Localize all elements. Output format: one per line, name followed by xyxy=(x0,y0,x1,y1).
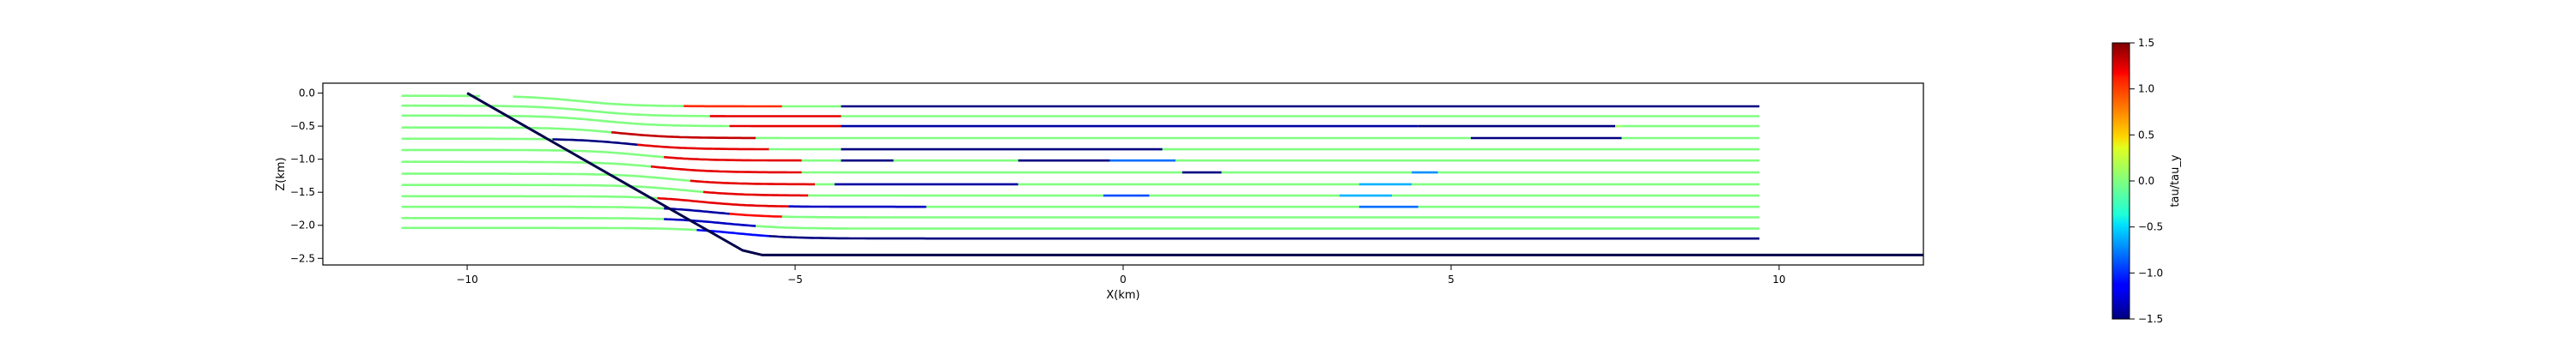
colorbar-tick-label: 1.0 xyxy=(2138,83,2154,95)
x-tick-label: 0 xyxy=(1120,274,1127,286)
streamline-3-segment-2 xyxy=(611,131,756,140)
streamline-9-segment-2 xyxy=(788,205,927,208)
streamline-8-segment-1 xyxy=(644,185,704,194)
y-tick-label: −0.5 xyxy=(290,120,315,132)
fault-boundary-line xyxy=(466,92,1923,256)
streamline-0-segment-1 xyxy=(513,95,684,107)
y-tick-label: −1.5 xyxy=(290,186,315,198)
x-axis-label: X(km) xyxy=(1106,289,1139,302)
streamline-6-segment-2 xyxy=(650,165,802,174)
colorbar-tick-label: 0.5 xyxy=(2138,129,2154,141)
y-axis-label: Z(km) xyxy=(275,157,288,190)
streamline-5-segment-1 xyxy=(578,149,665,159)
streamline-9-segment-0 xyxy=(401,195,658,200)
colorbar-tick-label: 1.5 xyxy=(2138,37,2154,49)
streamline-10-segment-0 xyxy=(401,205,665,210)
streamline-7-segment-1 xyxy=(617,173,690,183)
streamline-2-segment-1 xyxy=(513,115,730,128)
streamline-8-segment-2 xyxy=(702,190,809,197)
streamline-9-segment-1 xyxy=(657,196,789,208)
x-axis: −10 −5 0 5 10 xyxy=(456,265,1786,286)
streamline-10-segment-3 xyxy=(781,215,1759,219)
colorbar-tick-label: 0.0 xyxy=(2138,175,2154,187)
x-tick-label: 10 xyxy=(1772,274,1785,286)
colorbar-tick-label: −1.0 xyxy=(2138,267,2163,279)
streamline-5-segment-0 xyxy=(401,148,579,153)
streamline-7-segment-2 xyxy=(690,179,815,186)
colorbar-gradient xyxy=(2111,42,2130,320)
plot-area xyxy=(322,82,1924,266)
y-tick-label: −2.0 xyxy=(290,220,315,232)
streamline-4-segment-0 xyxy=(401,137,553,141)
streamline-3-segment-1 xyxy=(532,126,612,134)
streamline-group xyxy=(401,94,1759,240)
y-tick-label: 0.0 xyxy=(299,87,315,99)
x-tick-label: 5 xyxy=(1448,274,1455,286)
y-tick-label: −1.0 xyxy=(290,153,315,165)
streamline-11-segment-0 xyxy=(401,217,665,220)
streamline-3-segment-0 xyxy=(401,126,533,129)
streamline-10-segment-2 xyxy=(729,213,782,218)
streamline-12-segment-0 xyxy=(401,226,697,232)
colorbar-tick-label: −0.5 xyxy=(2138,221,2163,233)
colorbar: 1.5 1.0 0.5 0.0 −0.5 −1.0 −1.5 tau/tau_y xyxy=(2111,37,2182,325)
streamline-7-segment-0 xyxy=(401,172,618,177)
streamline-6-segment-0 xyxy=(401,160,598,165)
streamline-4-segment-2 xyxy=(637,143,769,151)
streamline-6-segment-1 xyxy=(598,161,652,168)
streamline-10-segment-1 xyxy=(664,207,730,215)
colorbar-tick-label: −1.5 xyxy=(2138,313,2163,325)
streamline-11-segment-2 xyxy=(756,225,1759,230)
streamline-8-segment-0 xyxy=(401,184,645,189)
x-tick-label: −5 xyxy=(787,274,803,286)
y-tick-label: −2.5 xyxy=(290,252,315,264)
streamline-5-segment-2 xyxy=(664,155,802,162)
streamline-12-segment-2 xyxy=(769,235,1759,240)
streamline-2-segment-0 xyxy=(401,114,513,117)
colorbar-ticks: 1.5 1.0 0.5 0.0 −0.5 −1.0 −1.5 xyxy=(2129,37,2163,325)
streamline-1-segment-1 xyxy=(500,105,710,117)
x-tick-label: −10 xyxy=(456,274,477,286)
colorbar-label: tau/tau_y xyxy=(2169,154,2182,207)
y-axis: 0.0 −0.5 −1.0 −1.5 −2.0 −2.5 xyxy=(290,87,323,264)
streamline-11-segment-1 xyxy=(664,218,756,227)
streamline-1-segment-0 xyxy=(401,104,501,107)
streamline-4-segment-1 xyxy=(552,138,638,147)
